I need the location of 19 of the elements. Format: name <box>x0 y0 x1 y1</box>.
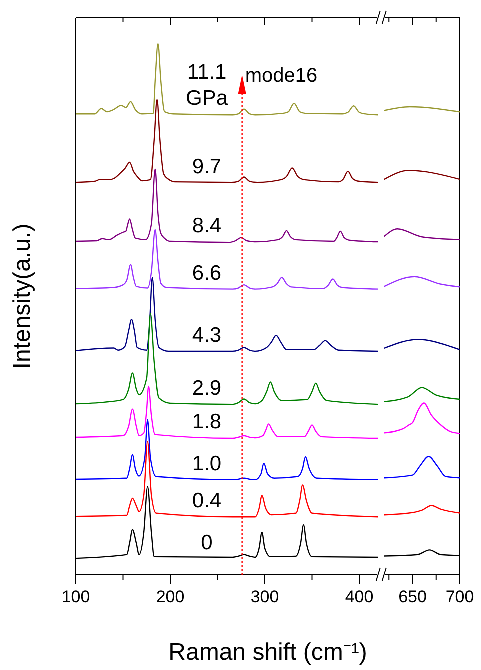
x-tick-label: 700 <box>446 588 474 607</box>
series-label: 0 <box>201 532 213 555</box>
series-label: 0.4 <box>192 490 222 513</box>
series-label: 6.6 <box>192 262 222 285</box>
x-axis-title: Raman shift (cm⁻¹) <box>168 639 368 666</box>
x-tick-label: 400 <box>345 588 374 607</box>
series-label: 2.9 <box>192 377 222 400</box>
series-label: 4.3 <box>192 324 222 347</box>
series-label: 1.8 <box>192 410 222 434</box>
x-tick-label: 650 <box>398 588 427 607</box>
series-label: 9.7 <box>192 156 222 179</box>
series-label: 11.1 GPa <box>186 61 228 110</box>
x-tick-label: 100 <box>62 588 90 607</box>
x-tick-label: 200 <box>156 588 185 607</box>
x-tick-label: 300 <box>250 588 280 607</box>
legend-label: mode16 <box>245 65 318 87</box>
series-label: 1.0 <box>192 452 222 476</box>
y-axis-title: Intensity(a.u.) <box>9 224 36 370</box>
series-label: 8.4 <box>192 214 222 238</box>
